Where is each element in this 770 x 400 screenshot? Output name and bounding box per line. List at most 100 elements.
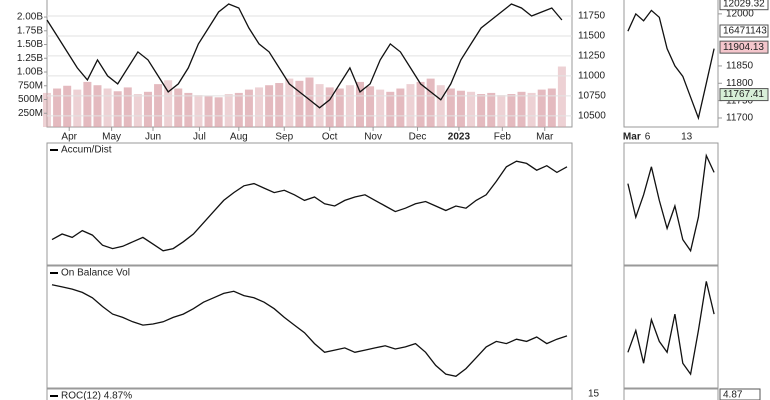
mini-obv-panel xyxy=(623,265,719,389)
y-tick-label: 10500 xyxy=(578,110,606,121)
y-tick-label: 11700 xyxy=(726,113,754,124)
y-tick-label: 11800 xyxy=(726,78,754,89)
callout-box xyxy=(719,24,769,38)
volume-bar xyxy=(497,95,506,127)
volume-bar xyxy=(63,85,72,127)
volume-bar xyxy=(547,88,556,127)
y2-tick-label: 750M xyxy=(18,80,43,91)
volume-bar xyxy=(527,92,536,127)
volume-bar xyxy=(436,85,445,127)
callout-box xyxy=(719,388,761,400)
callout-label: 4.87 xyxy=(723,390,743,400)
panel-title: Accum/Dist xyxy=(61,145,112,156)
x-tick-label: May xyxy=(102,132,121,143)
volume-bar xyxy=(285,78,294,127)
callout-box xyxy=(719,88,769,102)
volume-bar xyxy=(305,77,314,127)
volume-bar xyxy=(174,88,183,127)
ad-panel xyxy=(46,142,573,266)
volume-bar xyxy=(275,83,284,127)
y-tick-label: 11850 xyxy=(726,61,754,72)
y2-tick-label: 500M xyxy=(18,94,43,105)
indicator-line xyxy=(627,153,715,253)
volume-bar xyxy=(224,94,233,127)
volume-bar xyxy=(386,91,395,127)
volume-bar xyxy=(416,81,425,127)
volume-bar xyxy=(477,94,486,127)
volume-bar xyxy=(557,66,566,127)
y-tick-label: 12000 xyxy=(726,9,754,20)
callout-label: 16471143 xyxy=(723,26,767,37)
roc-panel xyxy=(46,388,573,400)
x-tick-label: Sep xyxy=(275,132,293,143)
indicator-line xyxy=(51,160,568,252)
x-tick-label: Mar xyxy=(623,132,641,143)
volume-bar xyxy=(53,88,62,127)
mini-price-panel xyxy=(623,0,719,128)
volume-bar xyxy=(194,95,203,127)
callout-box xyxy=(719,40,769,54)
y2-tick-label: 1.00B xyxy=(17,67,43,78)
y2-tick-label: 1.50B xyxy=(17,39,43,50)
volume-bar xyxy=(366,86,375,127)
y-tick-label: 11500 xyxy=(578,31,606,42)
y2-tick-label: 250M xyxy=(18,108,43,119)
volume-bar xyxy=(143,91,152,127)
x-tick-label: Dec xyxy=(409,132,427,143)
volume-bar xyxy=(43,92,51,127)
volume-bar xyxy=(376,89,385,127)
indicator-line xyxy=(627,281,715,376)
volume-bar xyxy=(487,92,496,127)
volume-bar xyxy=(154,84,163,127)
x-tick-label: Apr xyxy=(61,132,77,143)
volume-bar xyxy=(456,90,465,127)
volume-bar xyxy=(315,84,324,127)
volume-bar xyxy=(244,89,253,127)
callout-label: 11767.41 xyxy=(723,89,764,100)
volume-bar xyxy=(426,78,435,127)
volume-bar xyxy=(204,96,213,127)
volume-bar xyxy=(214,97,223,127)
volume-bar xyxy=(345,85,354,127)
x-tick-label: Jun xyxy=(145,132,161,143)
volume-bar xyxy=(123,87,132,127)
volume-bar xyxy=(467,91,476,127)
y2-tick-label: 1.75B xyxy=(17,25,43,36)
volume-bar xyxy=(73,89,82,127)
x-tick-label: Jul xyxy=(193,132,206,143)
x-tick-label: Mar xyxy=(536,132,554,143)
y-tick-label: 11250 xyxy=(578,51,606,62)
volume-bar xyxy=(355,81,364,127)
price-line xyxy=(46,3,563,109)
x-tick-label: 2023 xyxy=(448,132,471,143)
volume-bar xyxy=(325,87,334,127)
callout-label: 12029.32 xyxy=(723,0,765,9)
panel-title: ROC(12) 4.87% xyxy=(61,391,132,400)
volume-bar xyxy=(255,87,264,127)
volume-bar xyxy=(537,89,546,127)
y-tick-label: 15 xyxy=(588,389,600,400)
y2-tick-label: 1.25B xyxy=(17,53,43,64)
volume-bar xyxy=(265,85,274,127)
obv-panel xyxy=(46,265,573,389)
x-tick-label: 13 xyxy=(681,132,693,143)
volume-bar xyxy=(517,91,526,127)
mini-price-line xyxy=(627,9,715,121)
volume-bar xyxy=(133,94,142,127)
volume-bar xyxy=(234,92,243,127)
callout-label: 11904.13 xyxy=(723,42,764,53)
volume-bar xyxy=(113,91,122,127)
volume-bar xyxy=(164,80,173,127)
x-tick-label: 6 xyxy=(645,132,651,143)
x-tick-label: Nov xyxy=(364,132,382,143)
mini-ad-panel xyxy=(623,142,719,266)
volume-bar xyxy=(83,81,92,127)
volume-bar xyxy=(406,84,415,127)
y-tick-label: 11000 xyxy=(578,71,606,82)
volume-bar xyxy=(184,92,193,127)
y-tick-label: 10750 xyxy=(578,90,606,101)
volume-bar xyxy=(507,94,516,127)
mini-roc-panel xyxy=(623,388,719,400)
volume-bar xyxy=(335,88,344,127)
